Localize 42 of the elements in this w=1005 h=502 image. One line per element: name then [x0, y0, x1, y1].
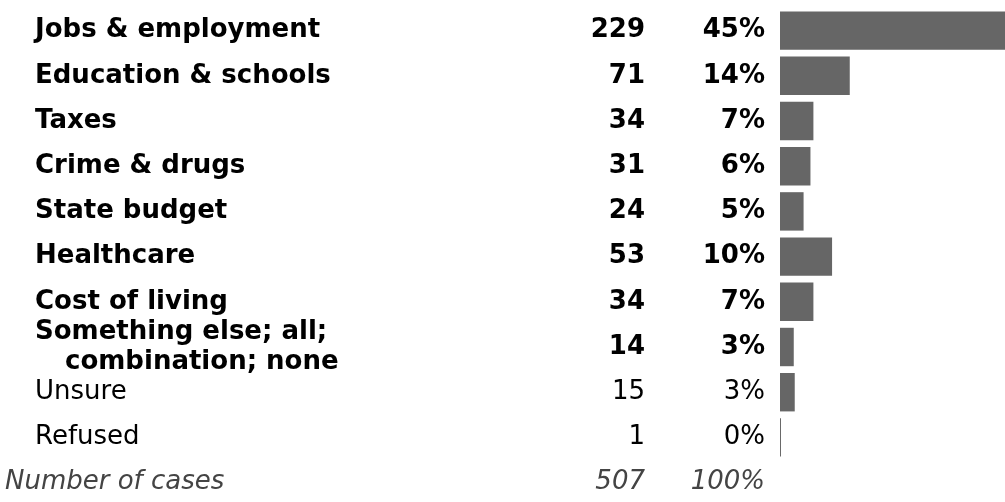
data-label: 1 — [628, 420, 645, 451]
data-label: 24 — [608, 194, 645, 225]
text: 100% — [690, 464, 765, 495]
y-tick-label: Healthcare — [35, 239, 196, 270]
data-label: 14 — [608, 329, 645, 360]
bar — [780, 192, 804, 231]
text: 7% — [720, 103, 765, 134]
bar — [780, 372, 795, 412]
data-label: 15 — [611, 374, 645, 405]
y-tick-label: Education & schools — [35, 58, 331, 89]
data-label: 71 — [608, 58, 645, 89]
text: 14% — [702, 58, 765, 89]
y-tick-label: State budget — [35, 194, 228, 225]
data-label: 229 — [590, 13, 645, 44]
text: 507 — [595, 464, 646, 495]
bar — [780, 11, 1005, 50]
text: 0% — [723, 420, 765, 451]
text: 7% — [720, 284, 765, 315]
data-label: 53 — [608, 239, 645, 270]
bar — [780, 282, 814, 322]
y-tick-label: Refused — [35, 420, 140, 451]
text: 5% — [720, 194, 765, 225]
text: 6% — [720, 148, 765, 179]
text: Number of cases — [5, 464, 225, 495]
data-label: 34 — [608, 284, 645, 315]
y-tick-label: Cost of living — [35, 284, 228, 315]
y-tick-label: Crime & drugs — [35, 148, 246, 179]
bar — [780, 237, 833, 276]
text: 45% — [702, 13, 765, 44]
y-tick-label: Unsure — [35, 374, 127, 405]
y-tick-label: Taxes — [35, 103, 117, 134]
bar — [780, 146, 811, 186]
bar — [780, 56, 850, 96]
bar — [780, 101, 814, 141]
y-tick-label: Something else; all; combination; none — [35, 314, 339, 375]
bar — [780, 327, 794, 367]
text: 3% — [723, 374, 765, 405]
data-label: 31 — [608, 148, 645, 179]
y-tick-label: Jobs & employment — [33, 13, 321, 44]
data-label: 34 — [608, 103, 645, 134]
text: 3% — [720, 329, 765, 360]
text: 10% — [702, 239, 765, 270]
